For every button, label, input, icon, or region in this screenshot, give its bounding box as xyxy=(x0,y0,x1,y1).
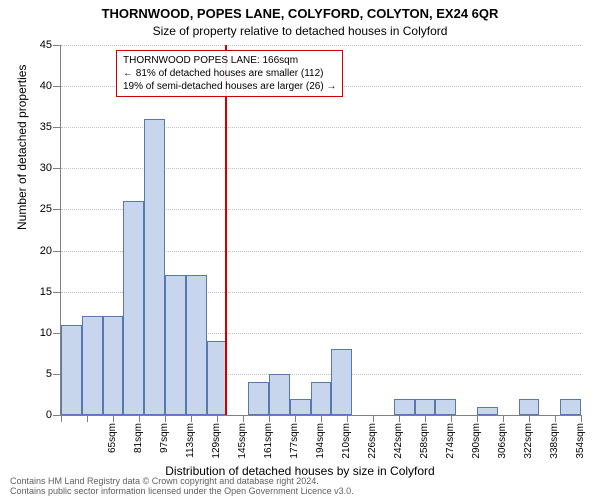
y-tick xyxy=(53,168,60,169)
y-tick-label: 15 xyxy=(12,286,52,298)
x-tick xyxy=(425,415,426,422)
histogram-bar xyxy=(61,325,82,415)
y-tick-label: 10 xyxy=(12,327,52,339)
y-tick-label: 40 xyxy=(12,80,52,92)
y-tick xyxy=(53,86,60,87)
y-tick xyxy=(53,251,60,252)
x-tick xyxy=(113,415,114,422)
y-tick xyxy=(53,209,60,210)
x-tick xyxy=(269,415,270,422)
x-tick xyxy=(581,415,582,422)
chart-container: THORNWOOD, POPES LANE, COLYFORD, COLYTON… xyxy=(0,0,600,500)
x-tick xyxy=(451,415,452,422)
x-tick xyxy=(165,415,166,422)
y-tick xyxy=(53,45,60,46)
y-tick-label: 0 xyxy=(12,409,52,421)
x-tick xyxy=(399,415,400,422)
histogram-bar xyxy=(331,349,352,415)
histogram-bar xyxy=(82,316,103,415)
x-tick xyxy=(243,415,244,422)
y-tick-label: 20 xyxy=(12,245,52,257)
histogram-bar xyxy=(165,275,186,415)
annotation-box: THORNWOOD POPES LANE: 166sqm← 81% of det… xyxy=(116,50,343,97)
footer-attribution: Contains HM Land Registry data © Crown c… xyxy=(10,477,354,497)
annotation-line: 19% of semi-detached houses are larger (… xyxy=(123,80,336,93)
y-tick xyxy=(53,415,60,416)
x-tick xyxy=(87,415,88,422)
gridline xyxy=(61,45,581,46)
y-tick xyxy=(53,292,60,293)
histogram-bar xyxy=(103,316,124,415)
x-tick xyxy=(347,415,348,422)
chart-title-sub: Size of property relative to detached ho… xyxy=(0,24,600,38)
marker-line xyxy=(225,45,227,415)
y-tick xyxy=(53,374,60,375)
x-tick xyxy=(191,415,192,422)
x-tick xyxy=(139,415,140,422)
histogram-bar xyxy=(519,399,540,415)
histogram-bar xyxy=(311,382,332,415)
annotation-line: ← 81% of detached houses are smaller (11… xyxy=(123,67,336,80)
histogram-bar xyxy=(269,374,290,415)
y-tick-label: 5 xyxy=(12,368,52,380)
footer-line-2: Contains public sector information licen… xyxy=(10,487,354,497)
x-tick xyxy=(321,415,322,422)
y-tick xyxy=(53,127,60,128)
x-tick xyxy=(529,415,530,422)
histogram-bar xyxy=(290,399,311,415)
histogram-bar xyxy=(123,201,144,415)
x-tick xyxy=(477,415,478,422)
y-tick-label: 35 xyxy=(12,121,52,133)
x-tick xyxy=(503,415,504,422)
histogram-bar xyxy=(186,275,207,415)
x-tick xyxy=(217,415,218,422)
chart-title-main: THORNWOOD, POPES LANE, COLYFORD, COLYTON… xyxy=(0,6,600,21)
y-tick xyxy=(53,333,60,334)
x-tick xyxy=(555,415,556,422)
histogram-bar xyxy=(477,407,498,415)
y-tick-label: 45 xyxy=(12,39,52,51)
histogram-bar xyxy=(144,119,165,415)
histogram-bar xyxy=(394,399,415,415)
gridline xyxy=(61,127,581,128)
annotation-line: THORNWOOD POPES LANE: 166sqm xyxy=(123,54,336,67)
histogram-bar xyxy=(415,399,436,415)
x-tick xyxy=(295,415,296,422)
histogram-bar xyxy=(248,382,269,415)
histogram-bar xyxy=(560,399,581,415)
x-tick xyxy=(61,415,62,422)
histogram-bar xyxy=(435,399,456,415)
y-tick-label: 30 xyxy=(12,162,52,174)
gridline xyxy=(61,168,581,169)
y-tick-label: 25 xyxy=(12,203,52,215)
plot-area: THORNWOOD POPES LANE: 166sqm← 81% of det… xyxy=(60,45,581,416)
x-tick xyxy=(373,415,374,422)
